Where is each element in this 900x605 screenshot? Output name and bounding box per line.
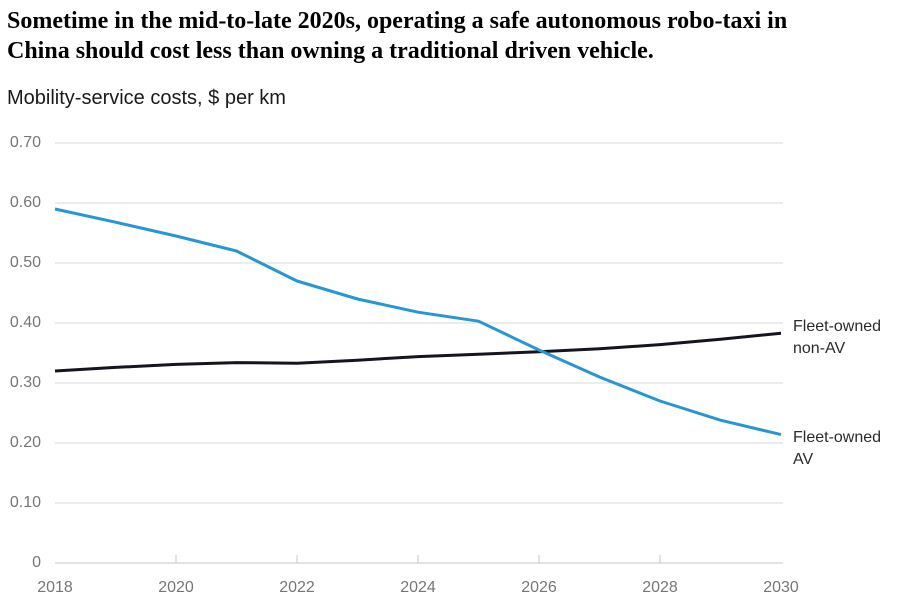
y-axis-label: 0.40: [9, 314, 41, 331]
chart-title: Sometime in the mid-to-late 2020s, opera…: [7, 6, 787, 66]
y-axis-label: 0.70: [9, 134, 41, 151]
x-axis-label: 2024: [400, 579, 436, 596]
x-axis-label: 2020: [158, 579, 194, 596]
series-line-fleet-owned-av: [54, 207, 782, 437]
x-axis-label: 2030: [763, 579, 799, 596]
x-axis-label: 2026: [521, 579, 557, 596]
y-axis-label: 0.10: [9, 494, 41, 511]
x-axis-label: 2018: [37, 579, 73, 596]
chart-title-line-2: China should cost less than owning a tra…: [7, 38, 654, 64]
chart-subtitle: Mobility-service costs, $ per km: [7, 87, 286, 109]
y-axis-label: 0.60: [9, 194, 41, 211]
y-axis-label: 0.20: [9, 434, 41, 451]
y-axis-label: 0: [32, 554, 41, 571]
chart-title-line-1: Sometime in the mid-to-late 2020s, opera…: [7, 8, 788, 34]
series-label-fleet-owned-non-av: Fleet-owned non-AV: [793, 318, 882, 357]
y-axis-label: 0.50: [9, 254, 41, 271]
y-axis-label: 0.30: [9, 374, 41, 391]
series-line-fleet-owned-non-av: [54, 331, 782, 373]
x-axis-label: 2022: [279, 579, 315, 596]
x-axis-label: 2028: [642, 579, 678, 596]
series-label-fleet-owned-av: Fleet-owned AV: [793, 429, 882, 468]
